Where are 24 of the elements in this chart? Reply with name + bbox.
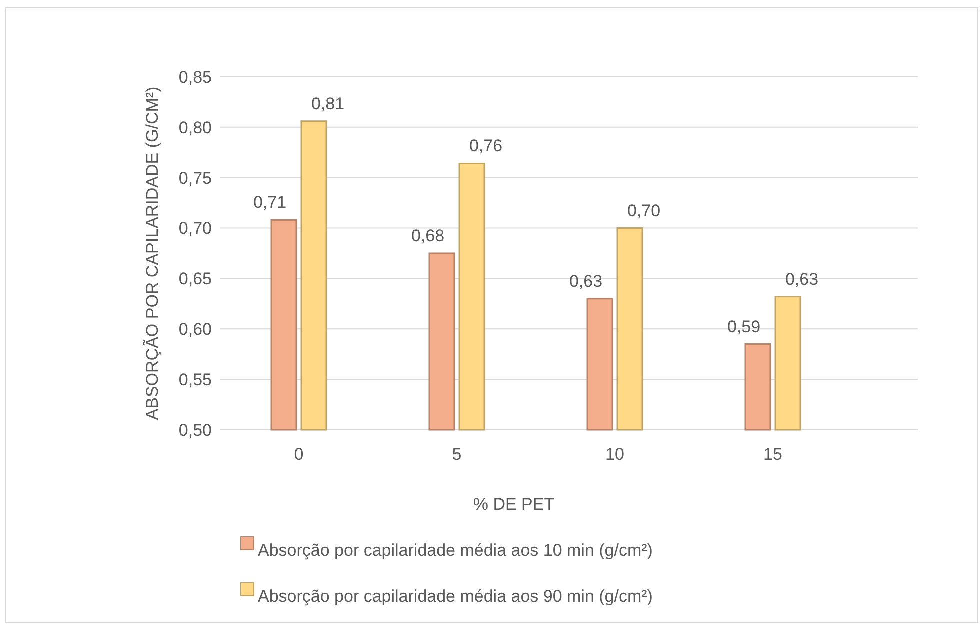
data-label: 0,81 <box>311 94 345 114</box>
y-tick-label: 0,80 <box>178 118 212 138</box>
data-label: 0,63 <box>569 272 603 291</box>
y-axis-title: ABSORÇÃO POR CAPILARIDADE (G/CM²) <box>143 86 162 420</box>
x-axis-title: % DE PET <box>473 495 555 514</box>
y-tick-label: 0,50 <box>178 420 212 440</box>
data-label: 0,59 <box>727 317 761 336</box>
data-label: 0,68 <box>411 226 445 246</box>
y-tick-label: 0,60 <box>178 320 212 340</box>
data-label: 0,70 <box>627 201 661 220</box>
data-label: 0,71 <box>253 193 287 212</box>
x-tick-label: 0 <box>294 445 304 464</box>
y-tick-label: 0,70 <box>178 219 212 238</box>
data-label: 0,63 <box>785 270 819 289</box>
x-tick-label: 10 <box>606 445 624 464</box>
y-tick-label: 0,65 <box>178 270 212 289</box>
legend-label: Absorção por capilaridade média aos 10 min (g/cm²) <box>258 540 653 560</box>
y-tick-label: 0,75 <box>178 168 212 188</box>
x-tick-label: 5 <box>452 445 462 464</box>
data-label: 0,76 <box>469 136 503 156</box>
x-tick-label: 15 <box>764 445 782 464</box>
y-tick-label: 0,85 <box>178 68 212 87</box>
y-tick-label: 0,55 <box>178 370 212 390</box>
legend-label: Absorção por capilaridade média aos 90 min (g/cm²) <box>258 586 653 606</box>
